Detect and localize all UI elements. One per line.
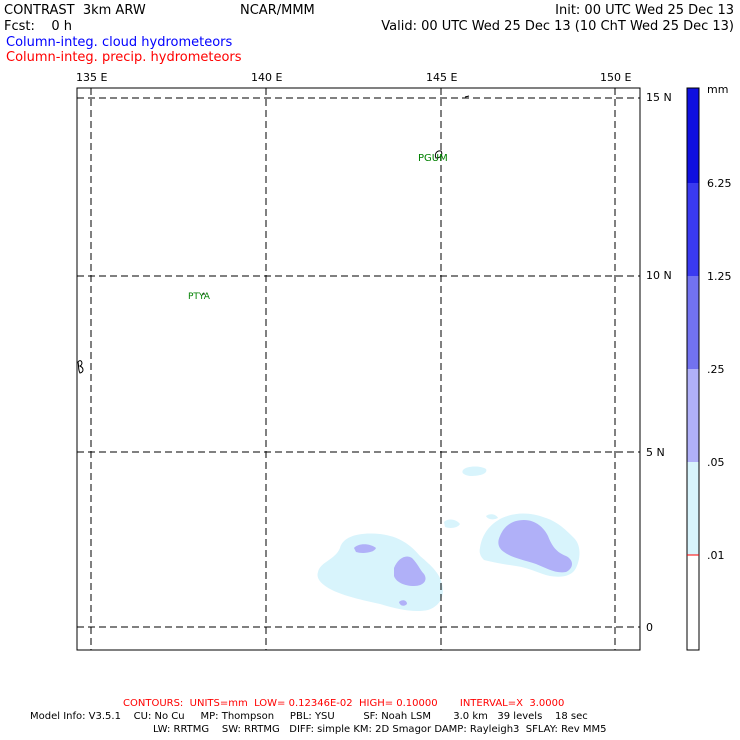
colorbar-label-0-25: .25 [707,363,725,376]
field-precip-label: Column-integ. precip. hydrometeors [6,50,242,65]
colorbar-segment-1 [687,88,699,183]
lat-label-0: 0 [646,621,653,634]
init-time: Init: 00 UTC Wed 25 Dec 13 [555,3,734,18]
station-label-pgum: PGUM [418,153,448,164]
center-label: NCAR/MMM [240,3,315,18]
coastlines [77,95,470,374]
colorbar-label-0-05: .05 [707,456,725,469]
lon-label-150: 150 E [600,71,632,84]
valid-time: Valid: 00 UTC Wed 25 Dec 13 (10 ChT Wed … [381,19,734,34]
lat-label-15n: 15 N [646,91,672,104]
station-label-ptya: PTYA [188,292,211,302]
colorbar-label-1-25: 1.25 [707,270,732,283]
field-cloud-label: Column-integ. cloud hydrometeors [6,35,233,50]
colorbar-segment-5 [687,462,699,555]
colorbar-label-0-01: .01 [707,549,725,562]
lon-label-145: 145 E [426,71,458,84]
colorbar [686,87,700,651]
colorbar-segment-6 [687,555,699,650]
lon-label-140: 140 E [251,71,283,84]
lat-label-5n: 5 N [646,446,665,459]
contours-info: CONTOURS: UNITS=mm LOW= 0.12346E-02 HIGH… [123,698,565,709]
lat-lon-grid [77,88,640,650]
colorbar-segment-2 [687,183,699,276]
lat-label-10n: 10 N [646,269,672,282]
colorbar-label-6-25: 6.25 [707,177,732,190]
lon-label-135: 135 E [76,71,108,84]
model-title: CONTRAST 3km ARW [4,3,146,18]
colorbar-frame [686,87,700,651]
colorbar-unit: mm [707,83,729,96]
cloud-shading-medium [354,520,572,606]
forecast-hour: Fcst: 0 h [4,19,73,34]
model-info-line-1: Model Info: V3.5.1 CU: No Cu MP: Thompso… [30,711,588,722]
colorbar-segment-4 [687,369,699,462]
model-info-line-2: LW: RRTMG SW: RRTMG DIFF: simple KM: 2D … [153,724,607,735]
colorbar-segment-3 [687,276,699,369]
